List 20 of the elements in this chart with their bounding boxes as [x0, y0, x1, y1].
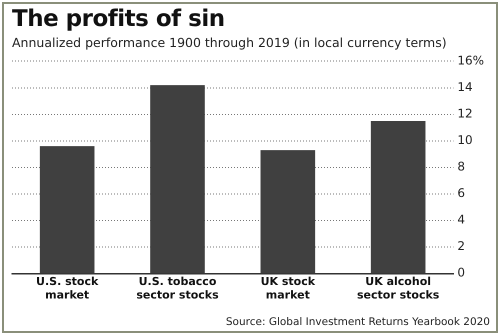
bar: [150, 85, 205, 274]
y-tick-label: 12: [457, 106, 473, 120]
chart-title: The profits of sin: [12, 6, 225, 32]
bar: [40, 146, 94, 274]
y-tick-label: 10: [457, 132, 473, 147]
y-tick-label: 2: [457, 239, 465, 254]
y-tick-label: 14: [457, 80, 473, 94]
y-tick-label: 4: [457, 212, 465, 227]
y-tick-label: 0: [457, 266, 465, 280]
y-tick-label: 16%: [457, 53, 484, 68]
y-tick-label: 8: [457, 160, 465, 174]
x-tick-label: UK alcohol sector stocks: [356, 275, 440, 302]
source-note: Source: Global Investment Returns Yearbook 2020: [226, 316, 490, 328]
bar: [260, 150, 316, 274]
y-tick-label: 6: [457, 186, 465, 200]
x-tick-label: U.S. stock market: [36, 275, 99, 302]
x-tick-label: U.S. tobacco sector stocks: [136, 275, 220, 302]
x-tick-label: UK stock market: [260, 275, 316, 302]
bar: [370, 120, 426, 274]
chart-subtitle: Annualized performance 1900 through 2019 (in local currency terms): [12, 35, 447, 50]
